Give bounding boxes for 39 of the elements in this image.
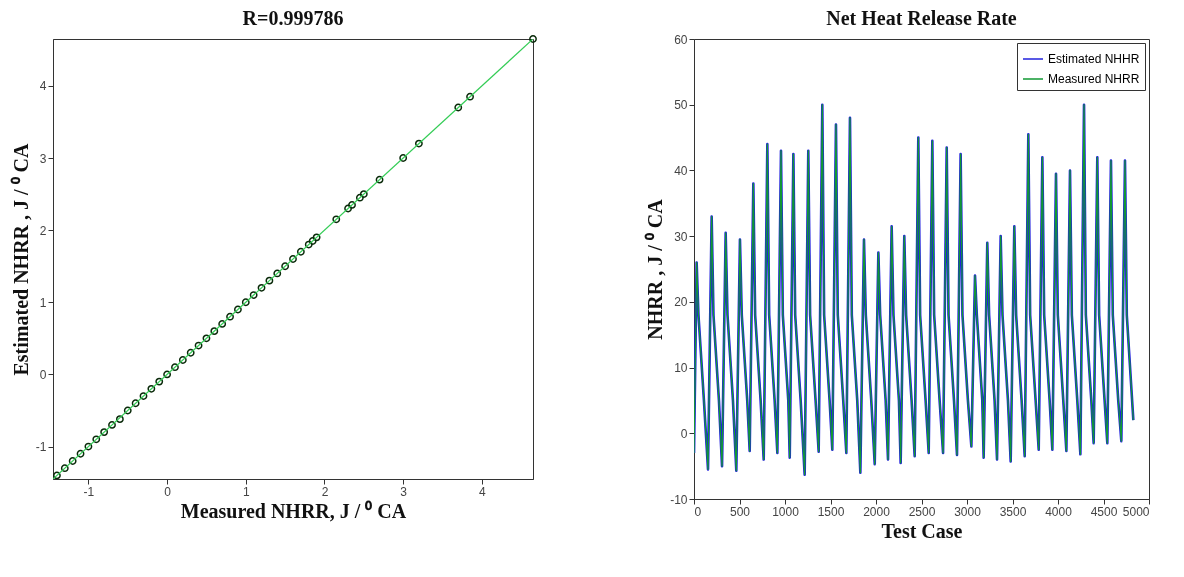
- y-tick-label: 30: [674, 229, 688, 244]
- legend-label: Measured NHRR: [1048, 72, 1140, 86]
- x-axis-title: Measured NHRR, J / ⁰ CA: [180, 499, 407, 522]
- y-tick-label: 20: [674, 295, 688, 310]
- legend-label: Estimated NHHR: [1048, 52, 1140, 66]
- x-tick-label: 3500: [999, 504, 1027, 519]
- y-axis-title: Estimated NHRR , J / ⁰ CA: [9, 142, 32, 376]
- y-tick-label: -10: [670, 492, 688, 507]
- x-tick-label: 3: [400, 484, 408, 499]
- y-tick-label: -1: [35, 440, 47, 455]
- x-tick-label: 500: [729, 504, 751, 519]
- x-tick-label: 2: [321, 484, 329, 499]
- chart-title: Net Heat Release Rate: [826, 7, 1017, 29]
- y-tick-label: 60: [674, 32, 688, 47]
- y-tick-label: 0: [39, 367, 47, 382]
- x-tick-label: 1000: [772, 504, 800, 519]
- y-tick-label: 2: [39, 223, 47, 238]
- x-tick-label: 1500: [817, 504, 845, 519]
- chart-title: R=0.999786: [242, 6, 344, 29]
- x-tick-label: 1: [242, 484, 250, 499]
- x-tick-label: 0: [164, 484, 172, 499]
- y-tick-label: 10: [674, 361, 688, 376]
- y-tick-label: 1: [39, 295, 47, 310]
- x-tick-label: 0: [694, 504, 702, 519]
- x-tick-label: 2000: [863, 504, 891, 519]
- y-tick-label: 0: [680, 426, 688, 441]
- x-tick-label: -1: [83, 484, 95, 499]
- y-tick-label: 4: [39, 79, 47, 94]
- x-tick-label: 5000: [1122, 504, 1150, 519]
- y-tick-label: 40: [674, 163, 688, 178]
- x-tick-label: 3000: [954, 504, 982, 519]
- x-axis-title: Test Case: [881, 519, 963, 542]
- x-tick-label: 2500: [908, 504, 936, 519]
- y-tick-label: 3: [39, 151, 47, 166]
- y-axis-title: NHRR , J / ⁰ CA: [644, 198, 667, 340]
- y-tick-label: 50: [674, 98, 688, 113]
- x-tick-label: 4: [479, 484, 487, 499]
- x-tick-label: 4500: [1090, 504, 1118, 519]
- x-tick-label: 4000: [1045, 504, 1073, 519]
